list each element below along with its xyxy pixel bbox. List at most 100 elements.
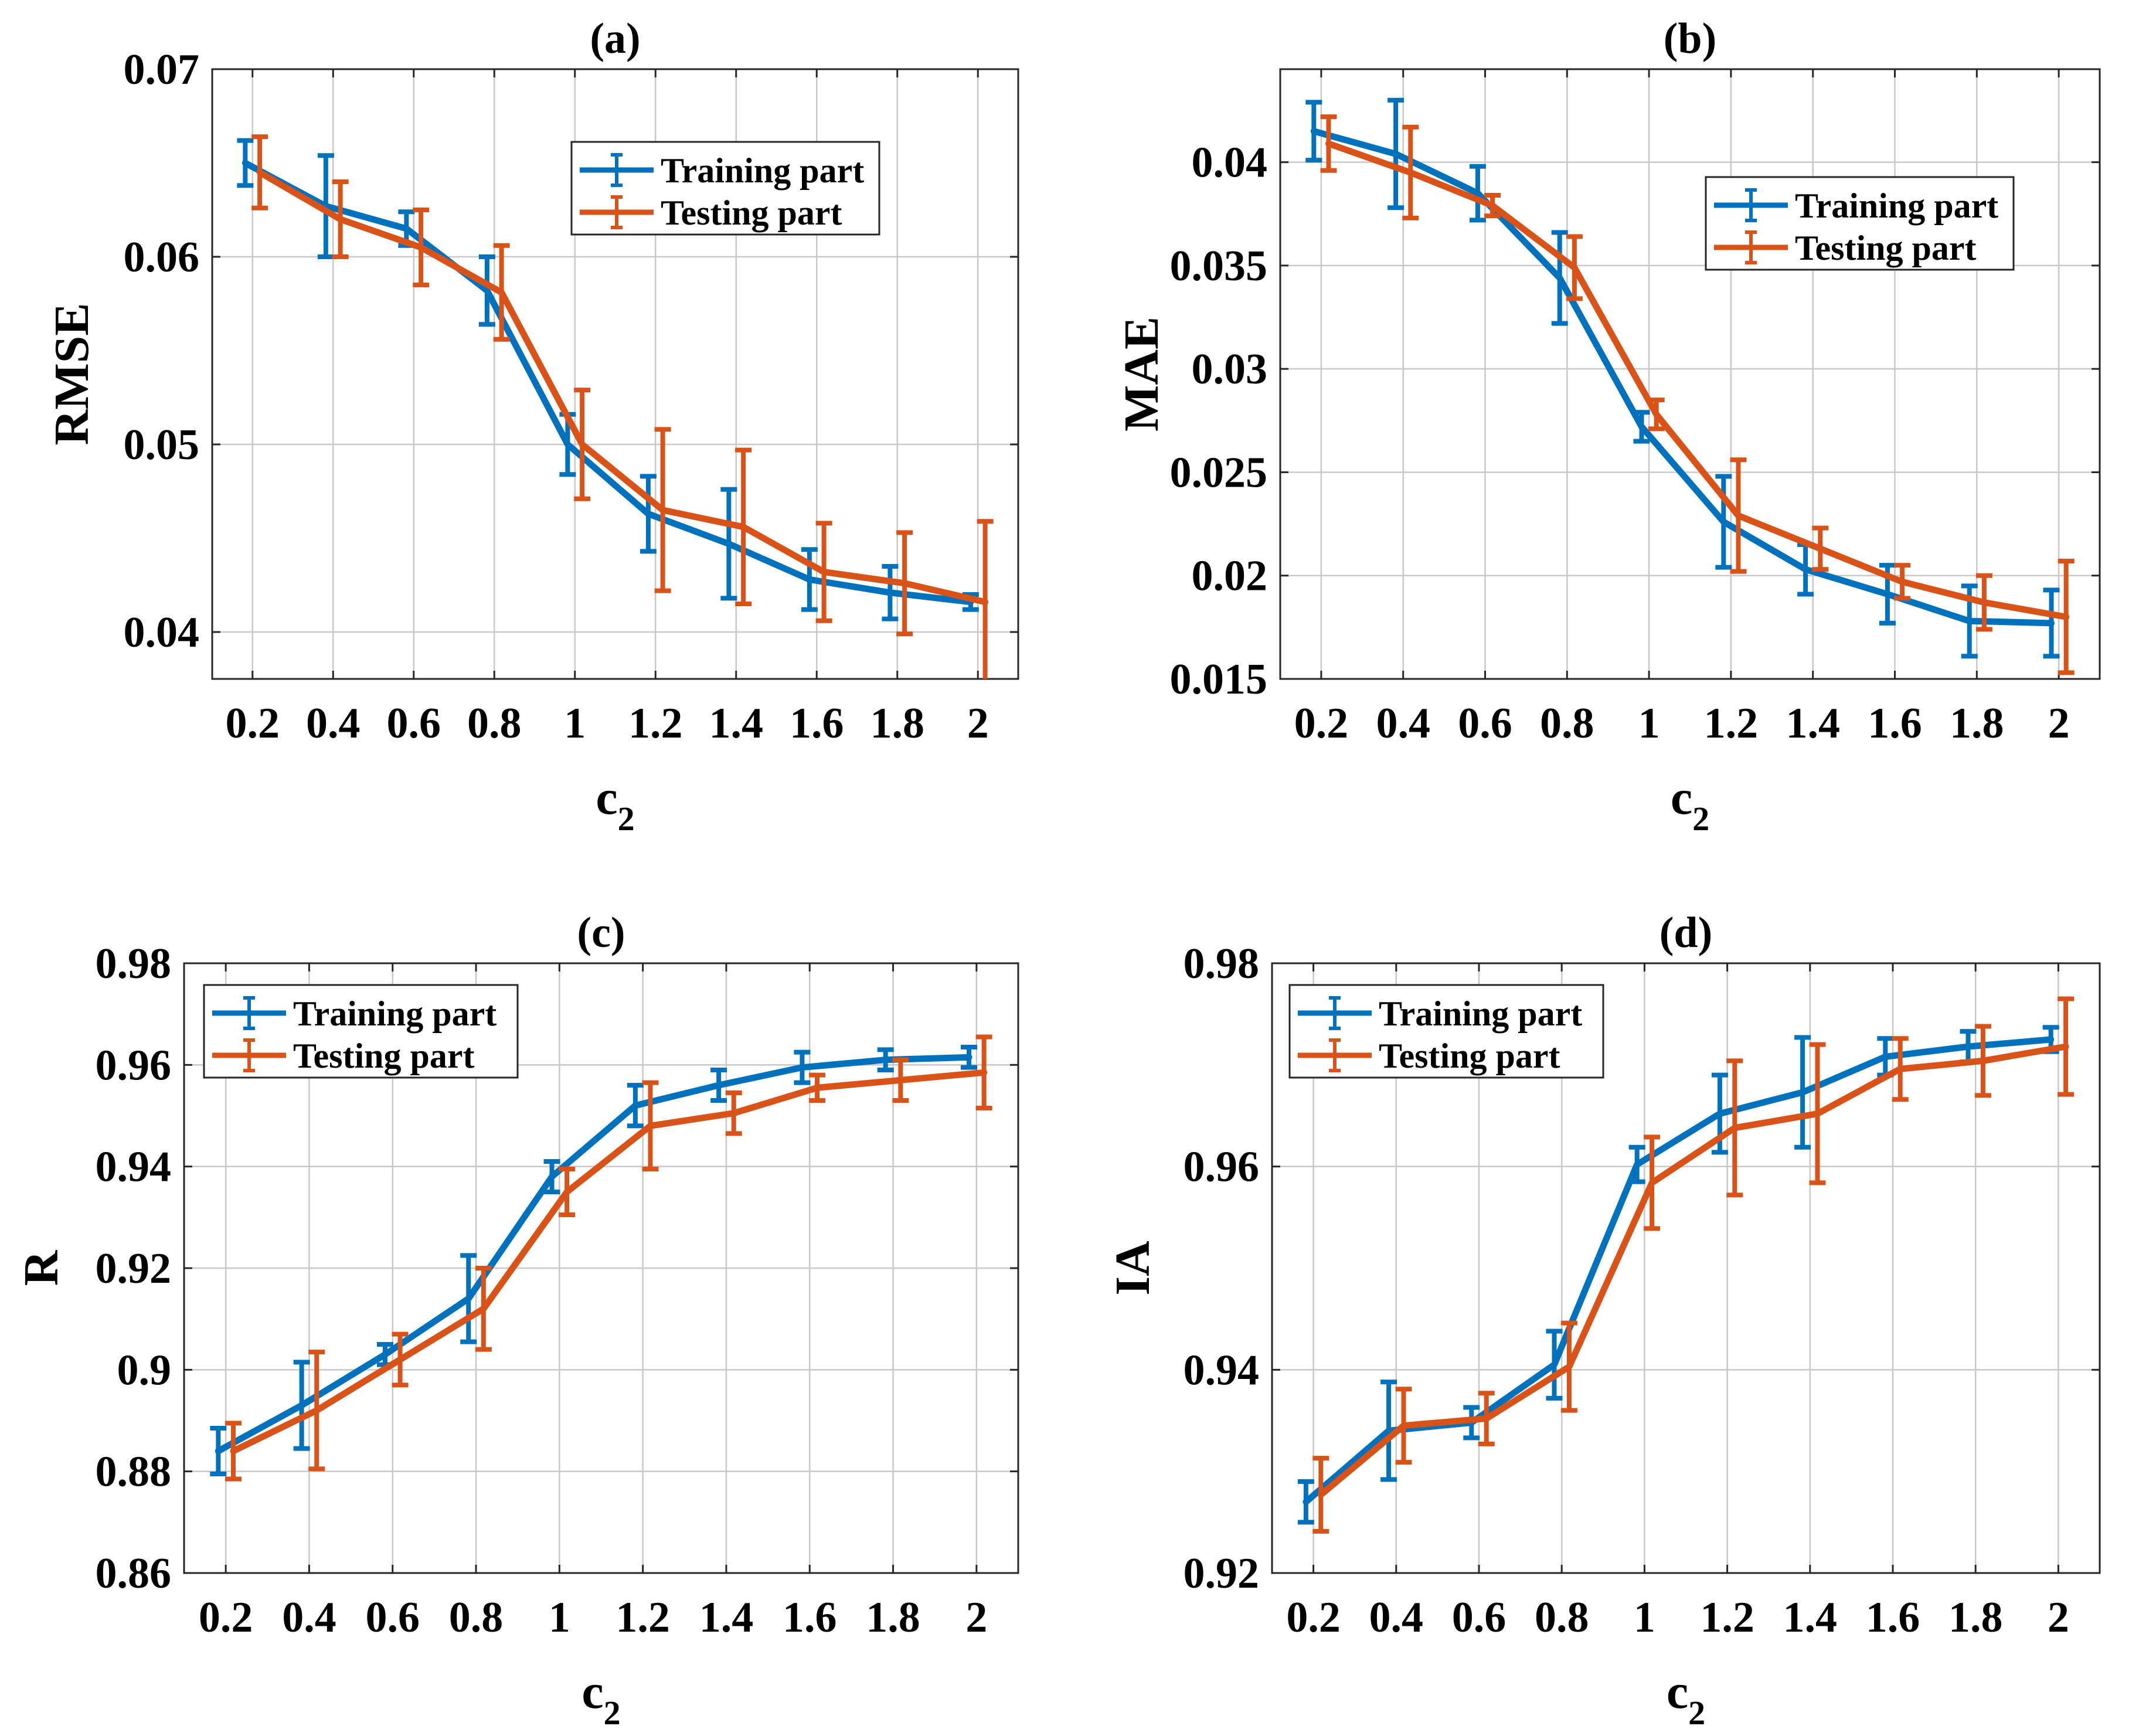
legend-label: Training part [1379, 994, 1582, 1033]
panel-a: 0.2 0.4 0.6 0.8 1 1.2 1.4 1.6 1.8 2 0.04 0.05 0.06 0.… [45, 15, 1019, 838]
error-bar [1484, 193, 1501, 219]
x-tick-label: 1.4 [699, 1594, 754, 1642]
series-testing [1320, 114, 2075, 675]
x-tick-label: 1.2 [1704, 699, 1759, 748]
x-tick-label: 2 [965, 1594, 987, 1642]
y-tick-label: 0.015 [1170, 655, 1268, 704]
series-training [210, 1045, 978, 1476]
error-bar [1648, 398, 1665, 432]
x-tick-label: 0.8 [1535, 1594, 1589, 1642]
x-tick-label: 1.8 [866, 1594, 920, 1642]
y-tick-label: 0.94 [96, 1143, 172, 1191]
x-tick-label: 0.2 [1294, 699, 1349, 748]
x-tick-label: 1.2 [615, 1594, 670, 1642]
legend: Training part Testing part [1288, 984, 1604, 1079]
error-bar [1715, 474, 1732, 570]
x-tick-label: 0.8 [1540, 699, 1594, 748]
error-bar [1975, 573, 1992, 632]
error-bar [493, 243, 510, 342]
x-tick-label: 1.6 [1868, 699, 1922, 748]
y-tick-label: 0.88 [96, 1448, 172, 1496]
y-axis-label: RMSE [45, 303, 99, 446]
error-bar [1809, 1042, 1826, 1185]
error-bar [225, 1421, 242, 1482]
error-bar [801, 547, 818, 612]
legend-entry-training: Training part [1298, 994, 1582, 1033]
legend-label: Testing part [1795, 229, 1977, 267]
x-tick-label: 1 [564, 699, 586, 748]
error-bar [2043, 587, 2060, 659]
panel-title: (b) [1664, 15, 1716, 63]
error-bar [725, 1090, 742, 1136]
error-bar [720, 487, 737, 601]
panel-d: 0.2 0.4 0.6 0.8 1 1.2 1.4 1.6 1.8 2 0.92 0.94 0.96 0.… [1106, 909, 2101, 1732]
error-bar [1312, 1456, 1329, 1534]
error-bar [1546, 1329, 1563, 1401]
x-tick-label: 1.4 [709, 699, 764, 748]
y-tick-label: 0.025 [1170, 449, 1268, 497]
legend-label: Testing part [1379, 1037, 1560, 1075]
error-bar [317, 153, 334, 259]
axes-frame [211, 68, 1019, 680]
x-tick-label: 1.4 [1786, 699, 1840, 748]
error-bar [1551, 230, 1568, 326]
error-bar [1560, 1320, 1577, 1413]
x-tick-label: 0.4 [1369, 1594, 1424, 1642]
error-bar [1297, 1479, 1314, 1525]
error-bar [640, 474, 657, 554]
error-bar [710, 1068, 727, 1103]
series-testing [251, 134, 994, 679]
error-bar [478, 254, 495, 327]
panel-b: 0.2 0.4 0.6 0.8 1 1.2 1.4 1.6 1.8 2 0.015 0.02 0.025… [1114, 15, 2101, 838]
error-bar [1478, 1391, 1495, 1446]
error-bar [809, 1072, 826, 1103]
y-tick-label: 0.04 [124, 609, 200, 657]
x-tick-label: 1.6 [1866, 1594, 1920, 1642]
error-bar [1305, 100, 1322, 163]
error-bar [293, 1360, 310, 1451]
y-tick-label: 0.03 [1192, 345, 1268, 393]
error-bar [642, 1080, 659, 1171]
error-bar [1974, 1024, 1991, 1098]
legend-box [1288, 984, 1604, 1079]
error-bar [251, 134, 268, 210]
error-bar [977, 519, 994, 679]
x-tick-label: 0.4 [1376, 699, 1430, 748]
error-bar [1628, 1144, 1645, 1184]
x-tick-label: 1.2 [628, 699, 683, 748]
panel-c: 0.2 0.4 0.6 0.8 1 1.2 1.4 1.6 1.8 2 0.86 0.88 0.9 0.9… [14, 909, 1019, 1732]
series-testing [1312, 996, 2075, 1534]
x-tick-label: 1 [1638, 699, 1660, 748]
legend: Training part Testing part [203, 984, 519, 1079]
y-tick-label: 0.92 [96, 1245, 172, 1293]
x-tick-label: 0.6 [1458, 699, 1512, 748]
error-bar [961, 1045, 978, 1070]
y-tick-label: 0.05 [124, 421, 200, 469]
legend-label: Training part [1795, 186, 1998, 225]
y-tick-label: 0.96 [96, 1041, 172, 1089]
x-tick-label: 0.4 [306, 699, 361, 748]
error-bar [1894, 563, 1911, 601]
error-bar [654, 427, 671, 593]
legend-label: Training part [293, 994, 497, 1033]
error-bar [574, 388, 591, 501]
x-tick-label: 0.8 [449, 1594, 504, 1642]
x-axis-label: c2 [596, 770, 634, 838]
series-line [1310, 128, 2055, 627]
series-line [256, 169, 989, 606]
x-tick-label: 1.6 [783, 1594, 837, 1642]
legend-entry-testing: Testing part [1714, 229, 1977, 267]
legend-label: Training part [661, 151, 864, 190]
error-bar [1388, 97, 1405, 210]
x-tick-label: 0.6 [387, 699, 441, 748]
legend-label: Testing part [293, 1037, 475, 1075]
x-tick-label: 0.4 [282, 1594, 336, 1642]
error-bar [392, 1331, 409, 1388]
error-bar [1402, 124, 1419, 220]
error-bar [1812, 525, 1829, 572]
x-tick-label: 0.2 [199, 1594, 253, 1642]
error-bar [877, 1047, 894, 1072]
error-bar [735, 447, 752, 606]
x-axis-label: c2 [1667, 1664, 1705, 1732]
